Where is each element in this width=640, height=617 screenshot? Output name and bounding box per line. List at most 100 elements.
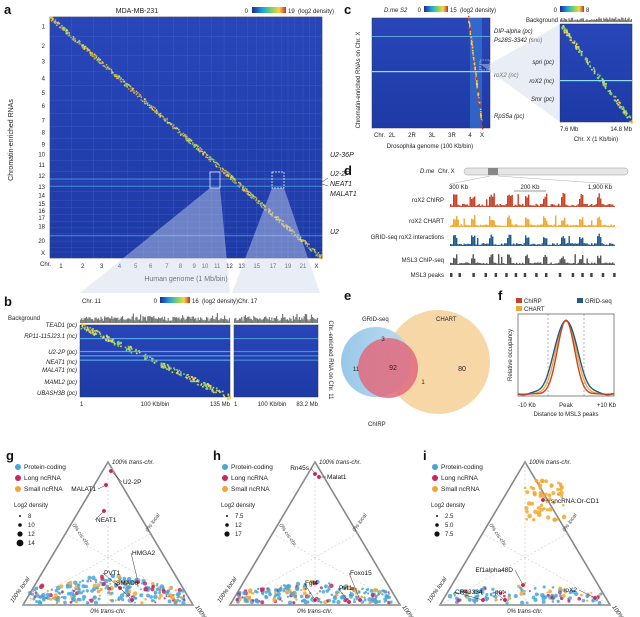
diag-cell [90, 54, 92, 56]
legend-dot [432, 486, 438, 492]
c-bg-bar [567, 20, 569, 22]
diag-cell [130, 352, 133, 354]
signal-bar [580, 193, 582, 207]
signal-bar [451, 244, 453, 246]
diag-cell [83, 47, 86, 49]
panel-a-ann-u2-2p: U2-2P [330, 171, 350, 178]
diag-cell [123, 80, 125, 82]
panel-a-ann-u2: U2 [330, 229, 339, 236]
data-point [330, 593, 334, 597]
diag-cell [229, 178, 232, 180]
signal-bar [453, 257, 455, 265]
point-label: Malat1 [327, 474, 347, 481]
diag-cell [289, 229, 291, 232]
diag-cell [302, 240, 304, 243]
data-point [91, 575, 96, 581]
diag-cell [185, 374, 188, 376]
data-point [290, 592, 295, 597]
size-legend-dot [224, 531, 230, 537]
diag-cell [185, 137, 187, 140]
diag-cell [176, 368, 178, 371]
msl3-peak [458, 273, 461, 277]
bg-bar [248, 316, 250, 323]
bg-bar [285, 319, 287, 323]
data-point [126, 585, 131, 590]
edge-bottom: 0% trans-chr. [297, 609, 332, 615]
diag-cell [212, 160, 215, 163]
signal-bar [576, 205, 578, 207]
panel-c-heat-features [372, 15, 491, 130]
x-tick-label: 9 [192, 264, 196, 270]
edge-right-inner: 0% local [145, 512, 162, 533]
c-bg-bar [574, 19, 576, 22]
diag-cell [133, 90, 135, 92]
c-bg-bar [579, 19, 581, 22]
panel-b-heat-features [80, 322, 318, 401]
diag-cell [200, 150, 202, 153]
signal-bar [501, 204, 503, 207]
diag-cell [242, 188, 244, 190]
data-point [531, 595, 536, 600]
diag-cell [136, 92, 138, 95]
bg-bar [119, 318, 121, 323]
diag-cell [57, 21, 59, 23]
data-point [118, 579, 123, 584]
data-point [149, 595, 154, 599]
signal-bar [517, 263, 519, 265]
bg-bar [209, 318, 211, 323]
diag-cell [234, 182, 236, 184]
data-point [485, 593, 489, 597]
panel-a-ann-u2-36p: U2-36P [330, 152, 354, 159]
bg-bar [120, 317, 122, 323]
data-point [473, 589, 478, 594]
data-point [142, 581, 148, 586]
bg-bar [252, 320, 254, 323]
msl3-peak [571, 273, 575, 277]
signal-bar [556, 263, 558, 265]
data-point [260, 591, 264, 595]
bg-bar [94, 317, 96, 323]
signal-bar [517, 194, 519, 207]
diag-cell [138, 93, 140, 95]
data-point [139, 588, 142, 591]
bg-bar [89, 317, 91, 323]
diag-cell [56, 24, 58, 27]
diag-cell [131, 348, 133, 350]
signal-bar [606, 205, 608, 207]
signal-bar [520, 225, 522, 227]
data-point [236, 597, 239, 600]
data-point [293, 594, 298, 599]
data-point [341, 585, 346, 591]
diag-cell [86, 47, 88, 49]
signal-bar [579, 236, 581, 246]
signal-bar [457, 219, 459, 227]
data-point [282, 583, 286, 587]
diag-cell [205, 156, 207, 158]
panel-c-cbar2-max: 8 [586, 8, 590, 14]
data-point [237, 595, 241, 599]
data-point [544, 492, 548, 496]
diag-cell [137, 91, 139, 94]
x-tick-label: 13 [238, 264, 245, 270]
data-point [150, 587, 155, 592]
data-point [154, 601, 157, 604]
signal-bar [558, 262, 560, 265]
corner-left: 100% local [10, 576, 32, 604]
signal-bar [514, 204, 516, 207]
diag-cell [131, 90, 134, 92]
diag-cell [223, 169, 226, 172]
bg-bar [262, 318, 264, 323]
data-point [560, 494, 564, 498]
data-point [365, 588, 369, 592]
data-point [538, 483, 543, 488]
point-label: Foxo15 [350, 570, 372, 577]
bg-bar [81, 318, 83, 323]
signal-bar [604, 262, 606, 265]
diag-cell [103, 65, 106, 67]
data-point [59, 584, 64, 589]
diag-cell [131, 87, 134, 89]
signal-bar [589, 263, 591, 265]
signal-bar [511, 224, 513, 227]
diag-cell [235, 182, 237, 184]
data-point [503, 591, 507, 594]
